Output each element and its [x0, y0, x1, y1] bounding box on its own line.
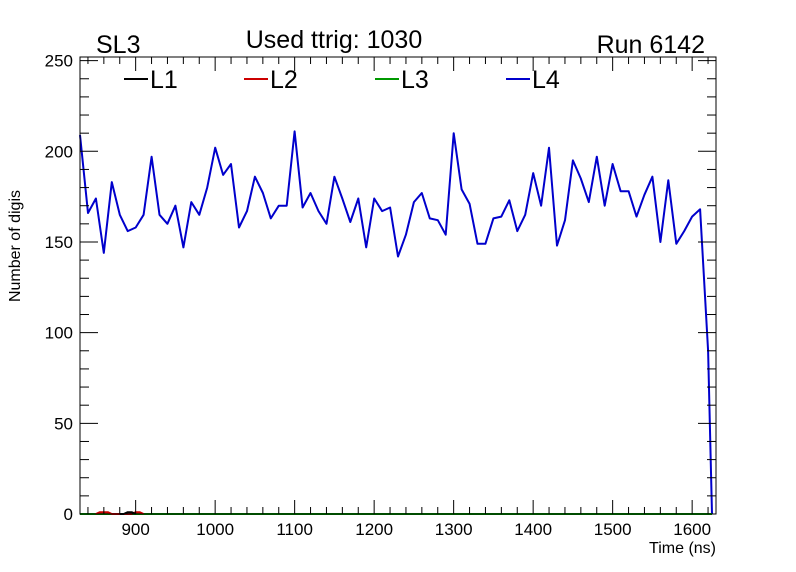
plot-frame: [79, 56, 717, 515]
y-tick-label: 200: [45, 142, 73, 161]
x-tick-label: 1600: [673, 520, 711, 539]
legend-label-l2: L2: [270, 66, 298, 94]
x-tick-label: 1200: [355, 520, 393, 539]
y-tick-label: 150: [45, 233, 73, 252]
x-axis: 900 1000 1100 1200 1300 1400 1500 1600: [87, 57, 711, 539]
y-axis-label: Number of digis: [7, 190, 24, 302]
y-axis: 0 50 100 150 200 250: [45, 52, 716, 524]
header-right: Run 6142: [597, 31, 705, 59]
x-tick-label: 1000: [196, 520, 234, 539]
x-axis-label: Time (ns): [649, 540, 716, 557]
x-tick-label: 900: [121, 520, 149, 539]
series-line-l4: [79, 130, 713, 515]
x-tick-label: 1500: [594, 520, 632, 539]
legend-label-l3: L3: [401, 66, 429, 94]
header-left: SL3: [96, 31, 140, 59]
legend-label-l1: L1: [150, 66, 178, 94]
y-tick-label: 100: [45, 324, 73, 343]
legend-label-l4: L4: [532, 66, 560, 94]
y-tick-label: 0: [64, 505, 73, 524]
series-layer: [79, 130, 713, 515]
legend: L1 L2 L3 L4: [124, 66, 560, 94]
header-center: Used ttrig: 1030: [246, 26, 423, 54]
y-tick-label: 250: [45, 52, 73, 71]
y-tick-label: 50: [54, 414, 73, 433]
x-tick-label: 1400: [514, 520, 552, 539]
x-tick-label: 1100: [276, 520, 313, 539]
x-tick-label: 1300: [435, 520, 473, 539]
